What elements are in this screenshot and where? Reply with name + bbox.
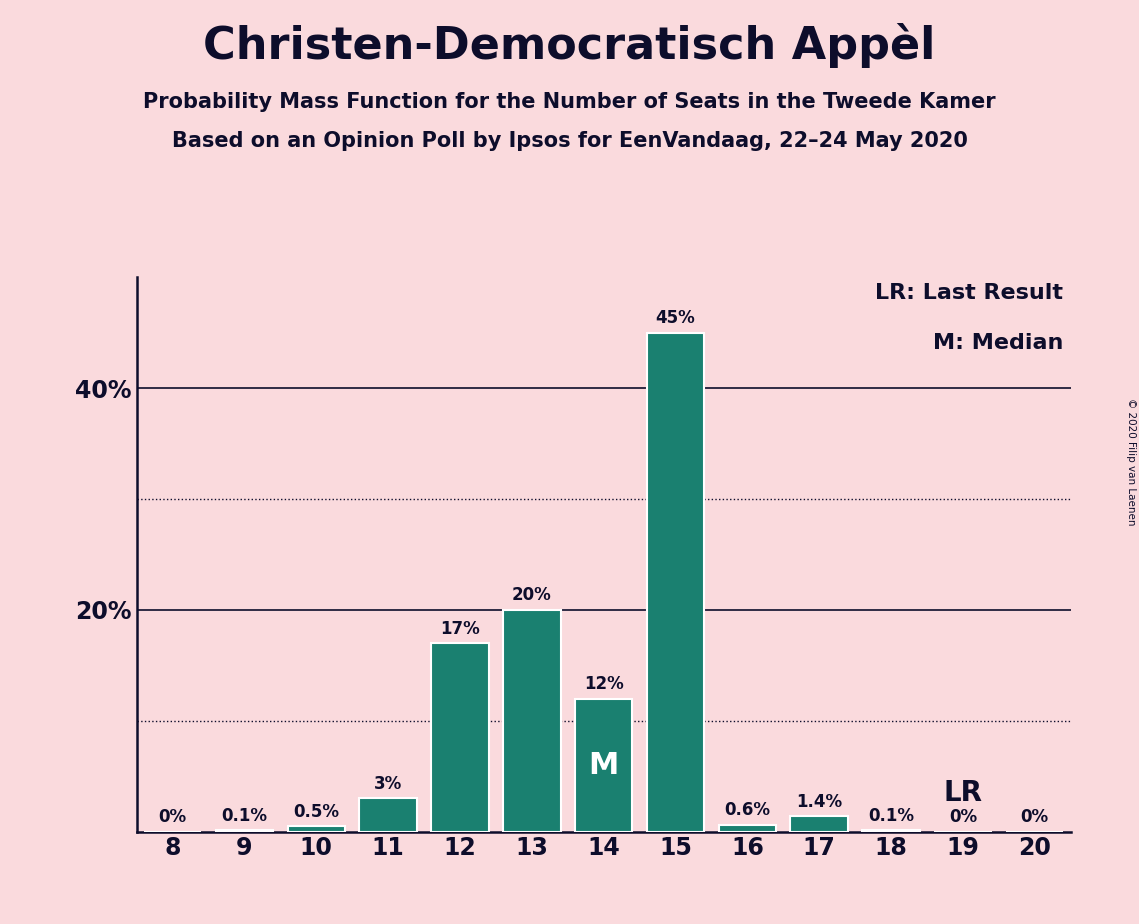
Text: LR: Last Result: LR: Last Result: [876, 283, 1064, 303]
Bar: [360, 798, 417, 832]
Text: 12%: 12%: [584, 675, 623, 693]
Text: Based on an Opinion Poll by Ipsos for EenVandaag, 22–24 May 2020: Based on an Opinion Poll by Ipsos for Ee…: [172, 131, 967, 152]
Text: Probability Mass Function for the Number of Seats in the Tweede Kamer: Probability Mass Function for the Number…: [144, 92, 995, 113]
Bar: [647, 333, 704, 832]
Text: 20%: 20%: [511, 587, 551, 604]
Bar: [215, 831, 273, 832]
Text: 0.1%: 0.1%: [868, 807, 915, 825]
Bar: [503, 610, 560, 832]
Text: LR: LR: [943, 779, 983, 807]
Text: 0%: 0%: [949, 808, 977, 826]
Text: 1.4%: 1.4%: [796, 793, 842, 810]
Bar: [862, 831, 920, 832]
Text: M: M: [589, 750, 618, 780]
Text: M: Median: M: Median: [933, 333, 1064, 353]
Text: 0.5%: 0.5%: [293, 803, 339, 821]
Text: 45%: 45%: [656, 310, 696, 327]
Text: Christen-Democratisch Appèl: Christen-Democratisch Appèl: [204, 23, 935, 68]
Text: 3%: 3%: [374, 775, 402, 793]
Text: 0.1%: 0.1%: [221, 807, 268, 825]
Bar: [790, 816, 847, 832]
Text: 0%: 0%: [158, 808, 187, 826]
Bar: [719, 825, 776, 832]
Bar: [287, 826, 345, 832]
Text: © 2020 Filip van Laenen: © 2020 Filip van Laenen: [1126, 398, 1136, 526]
Bar: [432, 643, 489, 832]
Text: 0%: 0%: [1021, 808, 1049, 826]
Text: 17%: 17%: [440, 620, 480, 638]
Text: 0.6%: 0.6%: [724, 801, 770, 820]
Bar: [575, 699, 632, 832]
